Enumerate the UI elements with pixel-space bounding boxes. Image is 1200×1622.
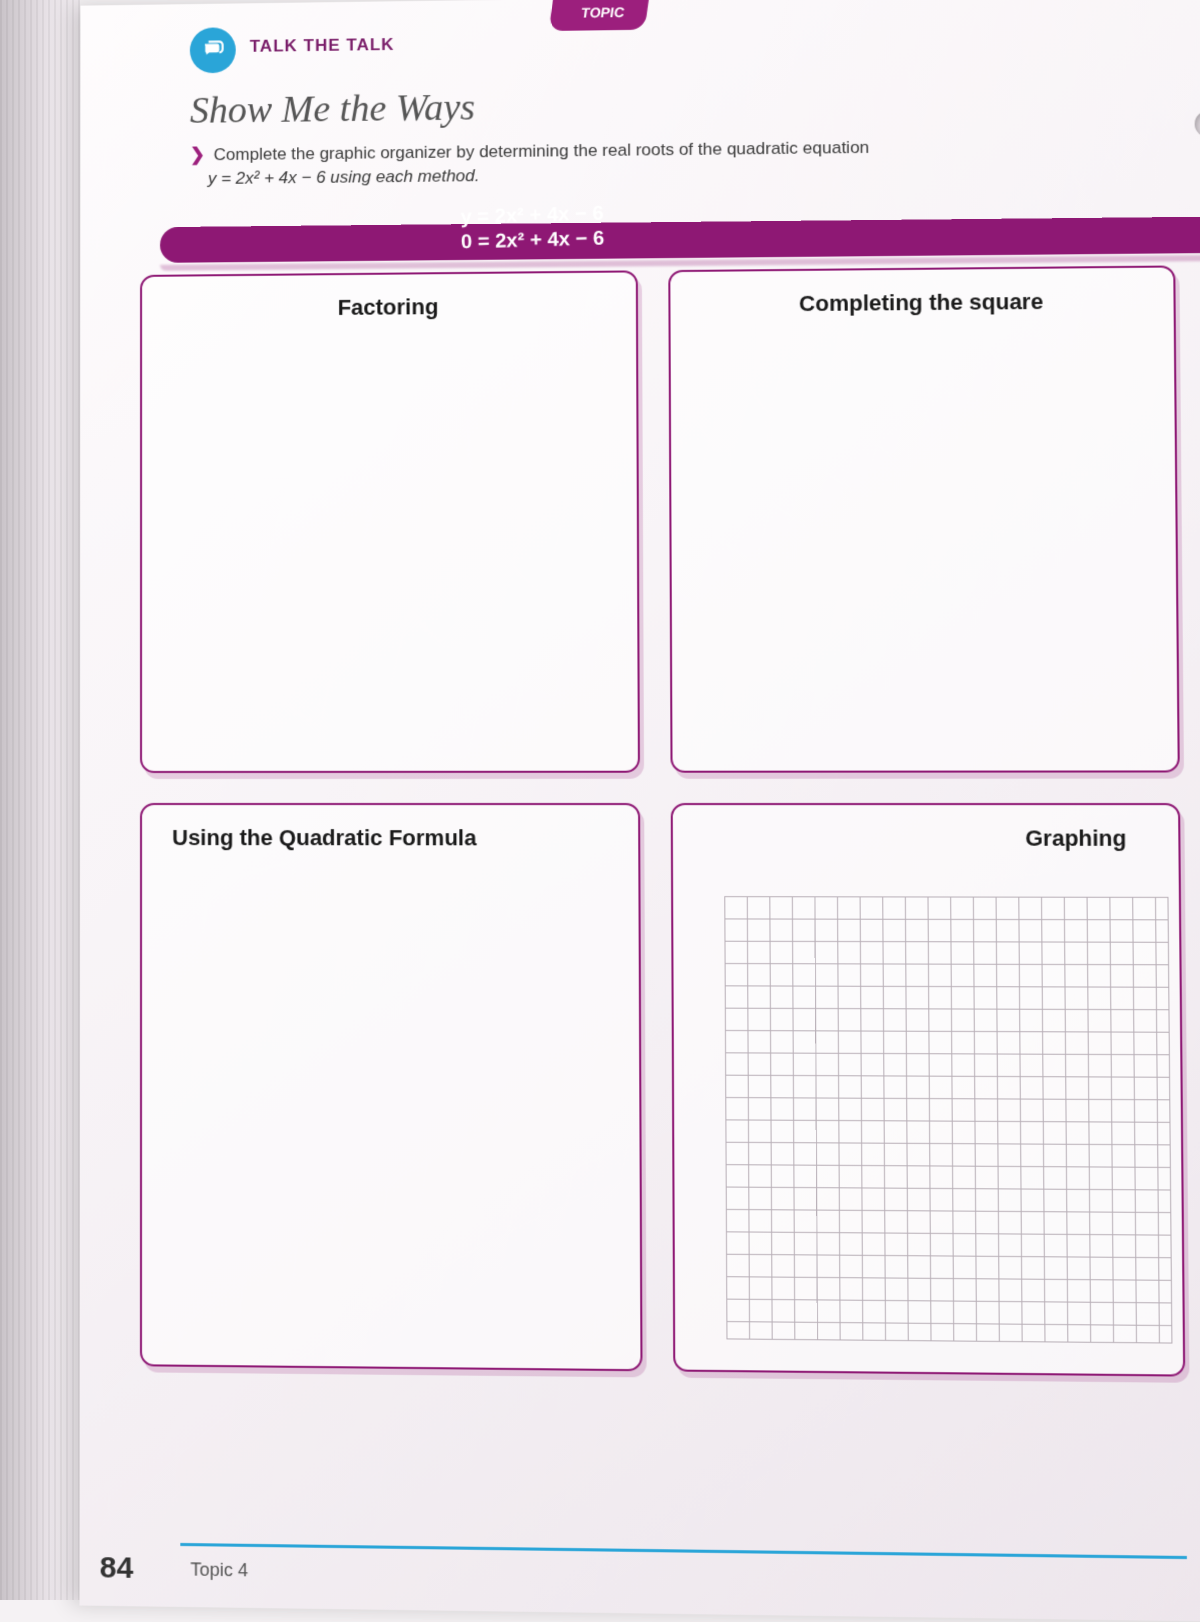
equation-y: y = 2x² + 4x − 6	[460, 202, 604, 231]
card-title-completing-square: Completing the square	[691, 288, 1153, 318]
card-factoring[interactable]: Factoring	[140, 270, 640, 773]
card-title-graphing: Graphing	[693, 825, 1157, 852]
instruction-line-2: y = 2x² + 4x − 6 using each method.	[208, 166, 480, 188]
equation-zero: 0 = 2x² + 4x − 6	[461, 226, 605, 255]
graph-grid[interactable]	[724, 896, 1172, 1343]
footer-topic-text: Topic 4	[190, 1559, 248, 1581]
banner-bar	[160, 217, 1200, 263]
card-title-factoring: Factoring	[162, 293, 616, 323]
textbook-page: TALK THE TALK TOPIC Show Me the Ways ❯ C…	[80, 0, 1200, 1622]
page-title: Show Me the Ways	[190, 77, 1153, 132]
footer-rule	[180, 1543, 1187, 1559]
card-title-quadratic-formula: Using the Quadratic Formula	[162, 825, 618, 851]
instruction-text: ❯ Complete the graphic organizer by dete…	[190, 132, 1154, 192]
organizer-grid: Factoring Completing the square Using th…	[80, 265, 1200, 1377]
page-number: 84	[100, 1551, 134, 1586]
topic-tab: TOPIC	[549, 0, 649, 31]
center-equations: y = 2x² + 4x − 6 0 = 2x² + 4x − 6	[460, 202, 604, 256]
equation-banner: y = 2x² + 4x − 6 0 = 2x² + 4x − 6	[80, 194, 1200, 275]
instruction-line-1: Complete the graphic organizer by determ…	[214, 138, 870, 164]
card-quadratic-formula[interactable]: Using the Quadratic Formula	[140, 803, 643, 1371]
talk-icon	[190, 27, 236, 73]
card-completing-square[interactable]: Completing the square	[668, 265, 1180, 772]
book-spine	[0, 0, 80, 1600]
card-graphing[interactable]: Graphing	[671, 803, 1186, 1377]
section-label: TALK THE TALK	[250, 35, 395, 57]
chevron-icon: ❯	[190, 144, 205, 164]
page-header: TALK THE TALK TOPIC Show Me the Ways ❯ C…	[80, 0, 1200, 192]
